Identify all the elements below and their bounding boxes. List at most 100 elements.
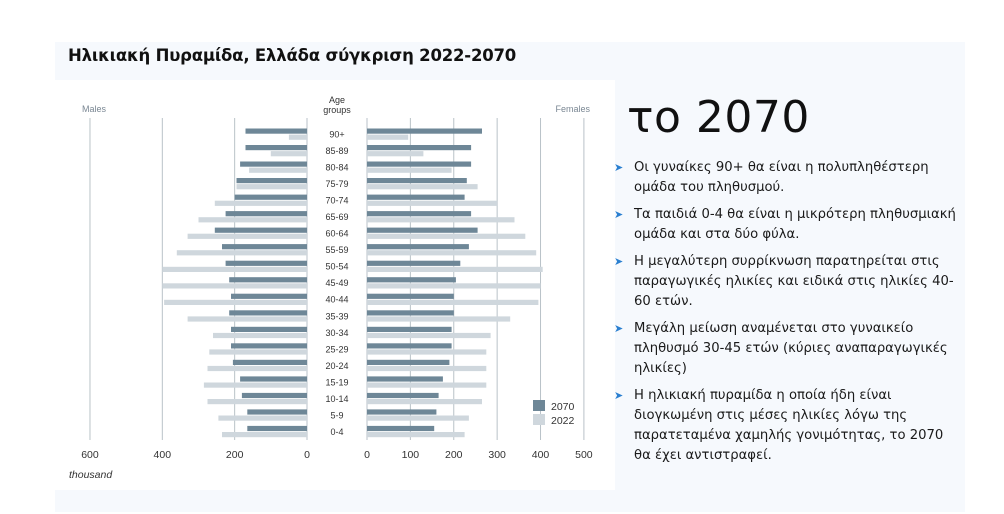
bar-female-2022 <box>367 134 409 140</box>
bullet-text: Η ηλικιακή πυραμίδα η οποία ήδη είναι δι… <box>634 388 944 463</box>
bar-female-2022 <box>367 283 541 289</box>
x-tick-label: 500 <box>575 449 593 461</box>
bar-male-2022 <box>222 432 307 438</box>
bar-male-2070 <box>247 425 307 432</box>
bar-male-2022 <box>288 134 307 140</box>
age-group-label: 45-49 <box>325 278 348 288</box>
bar-female-2070 <box>367 392 439 399</box>
age-group-label: 85-89 <box>325 146 348 156</box>
bar-male-2022 <box>236 184 307 190</box>
bar-male-2022 <box>207 399 307 405</box>
bar-female-2070 <box>367 310 454 316</box>
bar-male-2070 <box>229 277 307 283</box>
bar-male-2070 <box>245 128 307 134</box>
bar-female-2022 <box>367 382 487 388</box>
age-group-label: 10-14 <box>325 394 348 404</box>
bullet-item: ➤ Η ηλικιακή πυραμίδα η οποία ήδη είναι δ… <box>612 386 962 466</box>
bar-male-2070 <box>240 376 307 382</box>
bar-female-2070 <box>367 128 482 134</box>
x-tick-label: 200 <box>445 449 463 461</box>
bar-female-2070 <box>367 260 461 266</box>
x-tick-label: 100 <box>402 449 420 461</box>
bar-male-2022 <box>187 316 307 322</box>
bar-male-2070 <box>231 293 307 299</box>
bar-female-2070 <box>367 227 478 233</box>
bar-female-2022 <box>367 432 465 438</box>
bar-female-2070 <box>367 326 452 332</box>
males-label: Males <box>82 104 107 114</box>
bar-female-2022 <box>367 167 452 173</box>
bar-male-2070 <box>240 161 307 167</box>
x-tick-label: 0 <box>364 449 370 461</box>
bar-female-2022 <box>367 266 543 272</box>
bar-female-2022 <box>367 250 537 256</box>
bar-female-2022 <box>367 233 526 239</box>
bar-male-2022 <box>162 266 307 272</box>
bar-female-2022 <box>367 349 487 355</box>
age-group-label: 80-84 <box>325 163 348 173</box>
age-group-label: 70-74 <box>325 196 348 206</box>
bullet-item: ➤ Οι γυναίκες 90+ θα είναι η πολυπληθέστε… <box>612 158 962 198</box>
legend-swatch-2022 <box>533 414 545 425</box>
legend-label: 2022 <box>551 415 575 427</box>
bullet-item: ➤ Μεγάλη μείωση αναμένεται στο γυναικείο … <box>612 319 962 379</box>
bullet-item: ➤ Η μεγαλύτερη συρρίκνωση παρατηρείται στ… <box>612 252 962 312</box>
bar-female-2070 <box>367 359 450 365</box>
age-group-label: 20-24 <box>325 361 348 371</box>
bar-female-2070 <box>367 244 469 250</box>
bullet-text: Μεγάλη μείωση αναμένεται στο γυναικείο π… <box>634 321 948 376</box>
bar-female-2070 <box>367 178 467 184</box>
x-tick-label: 300 <box>488 449 506 461</box>
females-label: Females <box>555 104 590 114</box>
bar-female-2070 <box>367 194 465 200</box>
bar-female-2070 <box>367 145 472 151</box>
age-group-label: 30-34 <box>325 328 348 338</box>
bar-female-2070 <box>367 277 456 283</box>
bar-female-2070 <box>367 425 435 432</box>
x-tick-label: 400 <box>532 449 550 461</box>
bar-male-2070 <box>214 227 307 233</box>
arrow-bullet-icon: ➤ <box>614 161 624 174</box>
bullet-item: ➤ Τα παιδιά 0-4 θα είναι η μικρότερη πληθ… <box>612 205 962 245</box>
bar-male-2022 <box>213 332 307 339</box>
bar-male-2022 <box>187 233 307 239</box>
x-tick-label: 200 <box>226 449 244 461</box>
bar-male-2070 <box>222 244 307 250</box>
arrow-bullet-icon: ➤ <box>614 389 624 402</box>
arrow-bullet-icon: ➤ <box>614 322 624 335</box>
arrow-bullet-icon: ➤ <box>614 255 624 268</box>
bar-female-2022 <box>367 399 482 405</box>
bar-female-2070 <box>367 161 472 167</box>
bar-female-2022 <box>367 151 424 157</box>
bar-male-2022 <box>198 217 307 223</box>
bar-male-2022 <box>218 415 307 421</box>
bar-male-2022 <box>162 283 307 289</box>
legend-label: 2070 <box>551 401 575 413</box>
bar-female-2022 <box>367 299 539 305</box>
bar-female-2070 <box>367 293 454 299</box>
bar-male-2070 <box>231 326 307 332</box>
bar-female-2070 <box>367 211 472 217</box>
bar-male-2070 <box>229 310 307 316</box>
age-groups-label: groups <box>323 105 351 115</box>
bar-male-2070 <box>241 392 307 399</box>
bar-male-2022 <box>203 382 307 388</box>
bar-male-2070 <box>234 194 307 200</box>
age-group-label: 0-4 <box>330 427 343 437</box>
bar-male-2022 <box>164 299 307 305</box>
age-group-label: 55-59 <box>325 245 348 255</box>
bar-female-2022 <box>367 365 487 372</box>
population-pyramid-chart: 600 400 200 0 0 100 200 300 400 500 90+ 85-89 80-84 7… <box>55 80 615 490</box>
age-group-label: 15-19 <box>325 377 348 387</box>
bullet-text: Η μεγαλύτερη συρρίκνωση παρατηρείται στι… <box>634 254 954 309</box>
arrow-bullet-icon: ➤ <box>614 208 624 221</box>
heading-2070: το 2070 <box>627 92 810 143</box>
bar-male-2070 <box>245 145 307 151</box>
age-group-label: 35-39 <box>325 311 348 321</box>
bar-male-2070 <box>247 409 307 415</box>
bar-male-2022 <box>270 151 307 157</box>
age-groups-label: Age <box>329 95 345 105</box>
bullet-list: ➤ Οι γυναίκες 90+ θα είναι η πολυπληθέστε… <box>612 158 962 473</box>
bar-female-2022 <box>367 184 478 190</box>
age-group-label: 5-9 <box>330 410 343 420</box>
